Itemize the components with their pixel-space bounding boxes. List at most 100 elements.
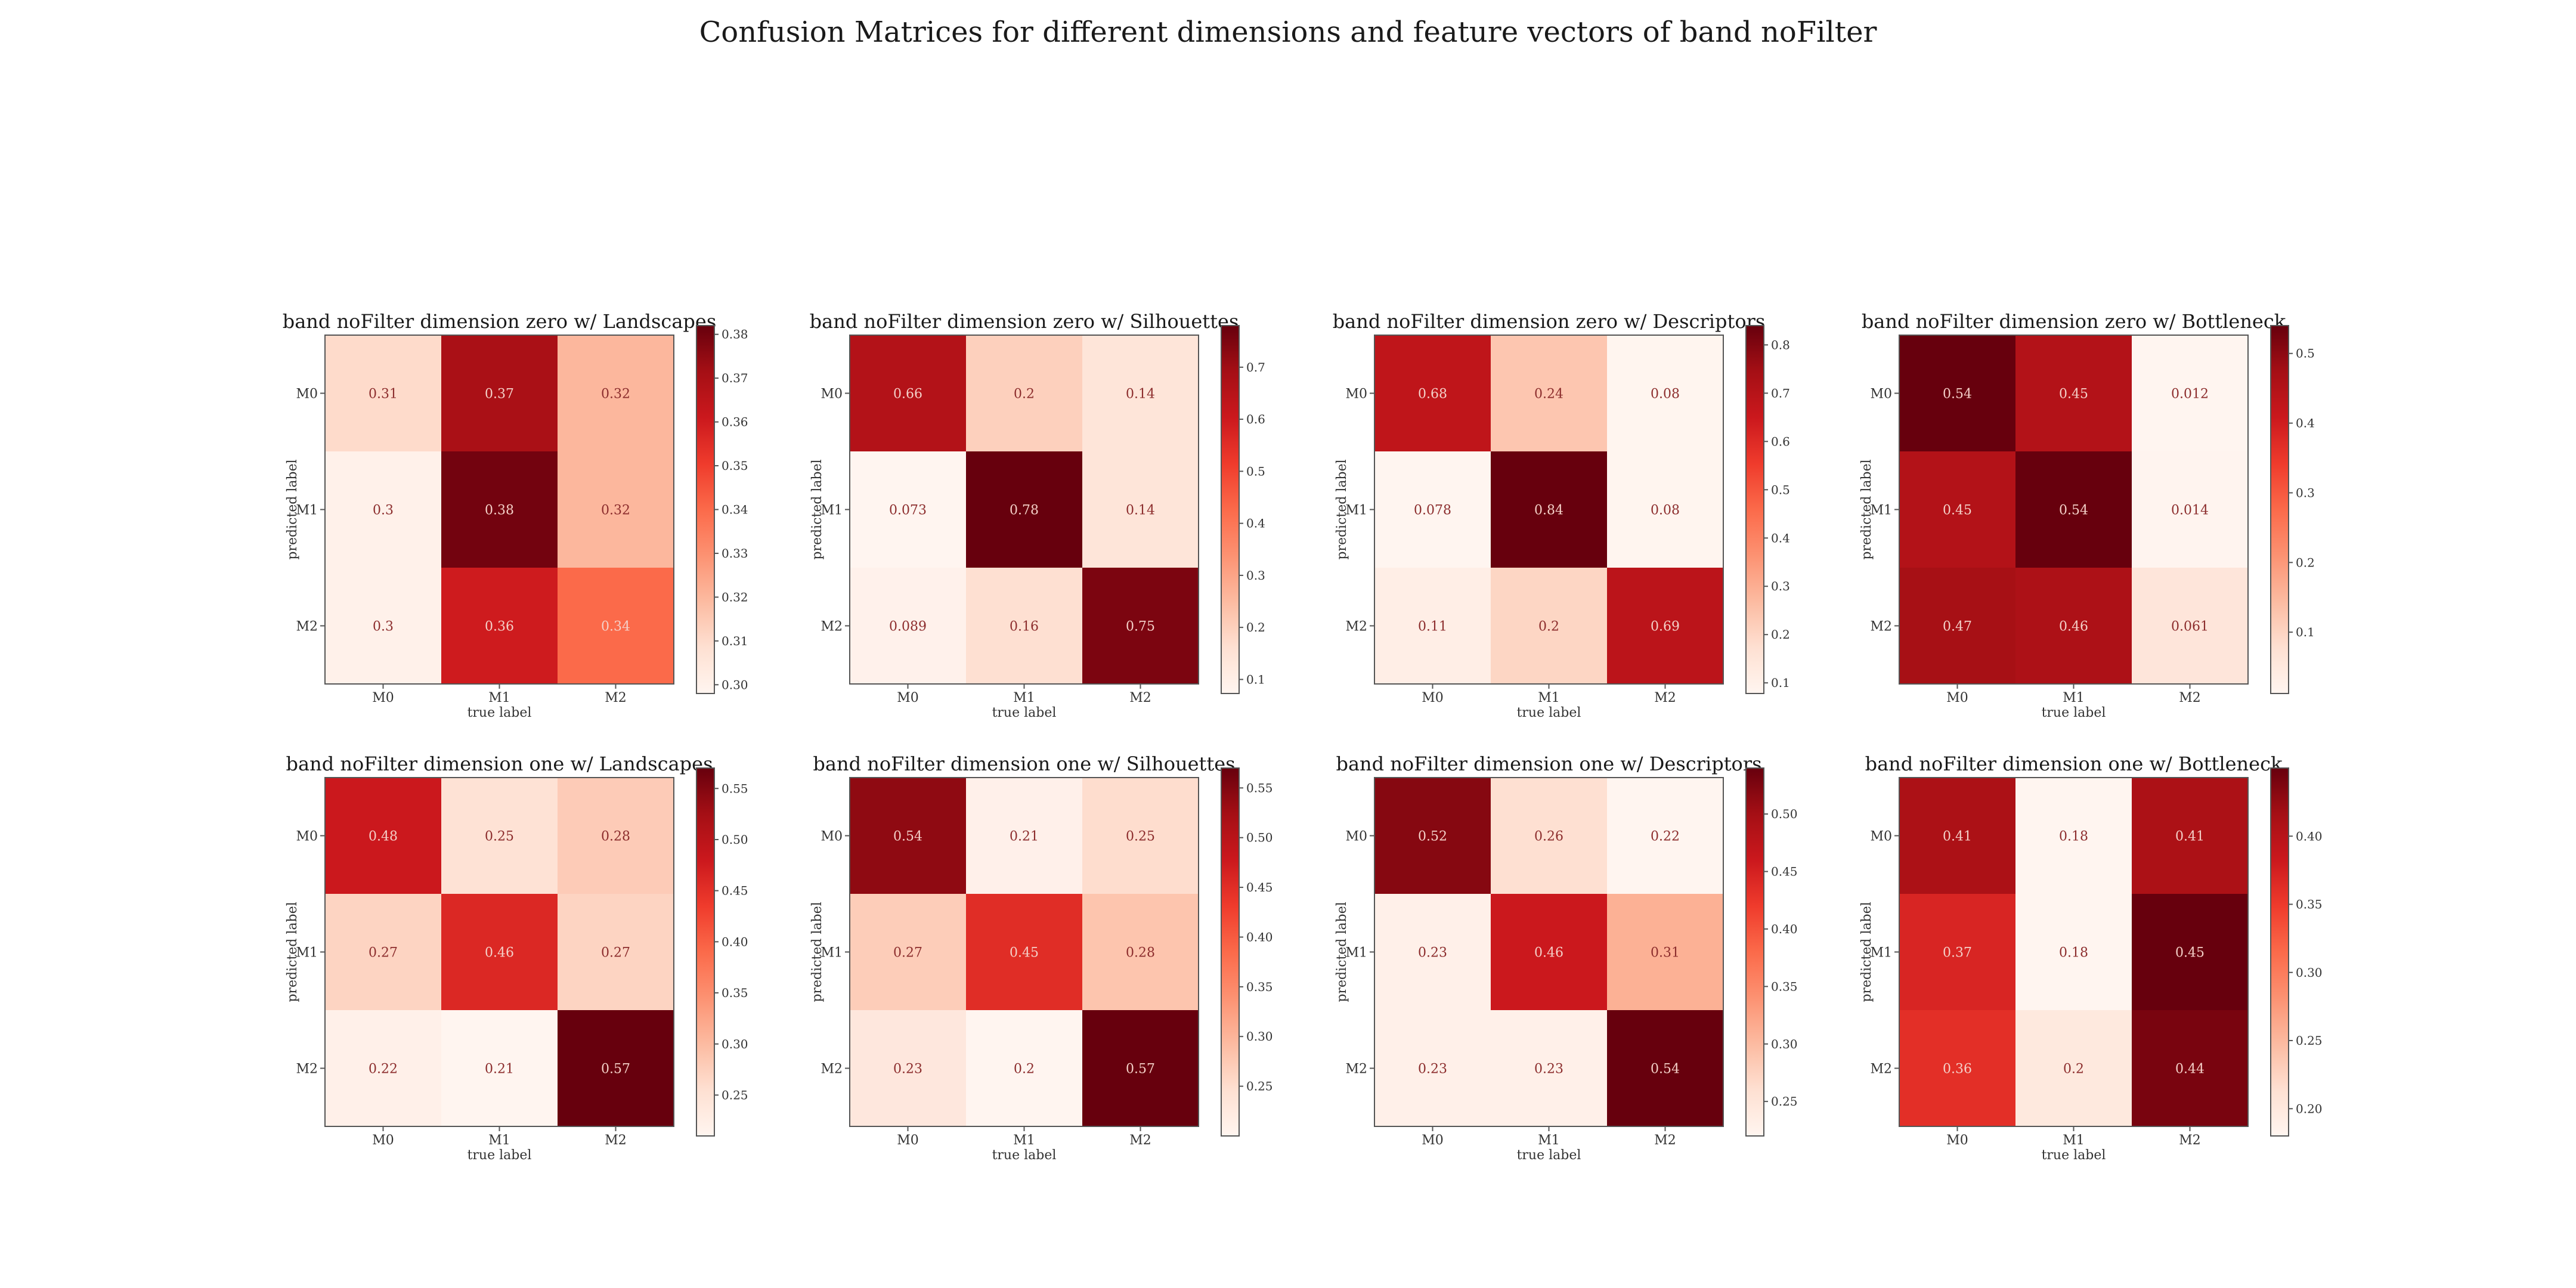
cell-value-label: 0.46 <box>1534 946 1563 961</box>
cell-value-label: 0.27 <box>601 946 630 961</box>
matrix-cell <box>558 778 674 894</box>
cell-value-label: 0.54 <box>1651 1062 1680 1077</box>
colorbar-tick-label: 0.33 <box>722 546 748 561</box>
matrix-cell <box>2015 451 2132 568</box>
cell-value-label: 0.08 <box>1651 387 1680 402</box>
colorbar-tick-label: 0.34 <box>722 503 748 517</box>
matrix-cell <box>1491 335 1608 452</box>
x-axis-label: true label <box>2042 1148 2106 1163</box>
cell-value-label: 0.073 <box>889 503 927 518</box>
matrix-cell <box>2015 335 2132 452</box>
cell-value-label: 0.24 <box>1534 387 1563 402</box>
cell-value-label: 0.23 <box>1534 1062 1563 1077</box>
colorbar-tick-label: 0.45 <box>1771 865 1798 879</box>
x-tick-label: M0 <box>372 1133 394 1148</box>
cell-value-label: 0.38 <box>485 503 514 518</box>
cell-value-label: 0.2 <box>1538 620 1559 634</box>
colorbar-tick-label: 0.40 <box>2296 829 2323 843</box>
cell-value-label: 0.23 <box>1418 1062 1447 1077</box>
cell-value-label: 0.36 <box>1943 1062 1972 1077</box>
x-tick-label: M1 <box>1013 691 1035 705</box>
cell-value-label: 0.23 <box>1418 946 1447 961</box>
matrix-cell <box>558 451 674 568</box>
matrix-cell <box>966 451 1083 568</box>
cell-value-label: 0.3 <box>373 620 394 634</box>
y-tick-label: M2 <box>1870 1062 1892 1077</box>
matrix-cell <box>850 894 967 1011</box>
matrix-cell <box>1491 568 1608 685</box>
cell-value-label: 0.2 <box>1014 387 1035 402</box>
matrix-cell <box>966 335 1083 452</box>
matrix-cell <box>1491 894 1608 1011</box>
cell-value-label: 0.47 <box>1943 620 1972 634</box>
matrix-cell <box>2015 568 2132 685</box>
cell-value-label: 0.27 <box>893 946 922 961</box>
matrix-cell <box>850 451 967 568</box>
y-tick-label: M2 <box>1345 1062 1367 1077</box>
cell-value-label: 0.21 <box>485 1062 514 1077</box>
x-tick-label: M2 <box>1129 1133 1151 1148</box>
subplot-title: band noFilter dimension zero w/ Silhouet… <box>810 310 1239 333</box>
colorbar-tick-label: 0.5 <box>1246 464 1265 478</box>
colorbar-tick-label: 0.35 <box>722 459 748 473</box>
colorbar <box>1221 767 1240 1137</box>
y-tick-label: M1 <box>821 503 843 518</box>
matrix-cell <box>2015 1010 2132 1127</box>
y-tick-label: M2 <box>821 620 843 634</box>
cell-value-label: 0.37 <box>1943 946 1972 961</box>
colorbar-tick-label: 0.40 <box>1246 930 1273 944</box>
cell-value-label: 0.45 <box>1010 946 1039 961</box>
colorbar-tick-label: 0.38 <box>722 327 748 342</box>
colorbar-tick-label: 0.25 <box>1246 1079 1273 1094</box>
cell-value-label: 0.32 <box>601 387 630 402</box>
matrix-cell <box>2132 778 2249 894</box>
y-tick-label: M2 <box>821 1062 843 1077</box>
x-axis-label: true label <box>467 705 532 720</box>
cell-value-label: 0.11 <box>1418 620 1447 634</box>
matrix-cell <box>966 778 1083 894</box>
confusion-matrix-8: band noFilter dimension one w/ Bottlenec… <box>1859 753 2323 1163</box>
matrix-cell <box>558 894 674 1011</box>
matrix-cell <box>1082 894 1199 1011</box>
x-tick-label: M2 <box>1129 691 1151 705</box>
matrix-cell <box>1607 568 1724 685</box>
matrix-cell <box>441 568 558 685</box>
matrix-cell <box>850 568 967 685</box>
colorbar-tick-label: 0.35 <box>722 986 748 1000</box>
matrix-cell <box>1491 778 1608 894</box>
y-axis-label: predicted label <box>1335 902 1349 1002</box>
matrix-cell <box>966 568 1083 685</box>
cell-value-label: 0.27 <box>369 946 398 961</box>
matrix-cell <box>1607 894 1724 1011</box>
x-tick-label: M1 <box>2063 691 2085 705</box>
matrix-cell <box>558 335 674 452</box>
cell-value-label: 0.52 <box>1418 829 1447 844</box>
cell-value-label: 0.14 <box>1126 503 1155 518</box>
x-tick-label: M2 <box>1654 691 1676 705</box>
cell-value-label: 0.21 <box>1010 829 1039 844</box>
matrix-cell <box>1607 451 1724 568</box>
cell-value-label: 0.16 <box>1010 620 1039 634</box>
confusion-matrix-5: band noFilter dimension one w/ Landscape… <box>285 753 748 1163</box>
matrix-cell <box>1491 1010 1608 1127</box>
colorbar-tick-label: 0.6 <box>1771 434 1790 448</box>
matrix-cell <box>558 1010 674 1127</box>
x-axis-label: true label <box>1517 705 1581 720</box>
cell-value-label: 0.32 <box>601 503 630 518</box>
colorbar-tick-label: 0.4 <box>1771 531 1790 545</box>
colorbar-tick-label: 0.25 <box>722 1088 748 1102</box>
confusion-matrix-3: band noFilter dimension zero w/ Descript… <box>1333 310 1790 720</box>
cell-value-label: 0.57 <box>601 1062 630 1077</box>
colorbar-tick-label: 0.30 <box>722 677 748 692</box>
matrix-cell <box>2015 778 2132 894</box>
matrix-cell <box>966 1010 1083 1127</box>
y-axis-label: predicted label <box>285 902 300 1002</box>
cell-value-label: 0.37 <box>485 387 514 402</box>
cell-value-label: 0.41 <box>2175 829 2205 844</box>
matrix-cell <box>1899 335 2016 452</box>
cell-value-label: 0.012 <box>2171 387 2209 402</box>
confusion-matrix-1: band noFilter dimension zero w/ Landscap… <box>283 310 748 720</box>
colorbar <box>2270 325 2289 694</box>
colorbar-tick-label: 0.2 <box>2296 555 2315 569</box>
colorbar-tick-label: 0.20 <box>2296 1101 2323 1116</box>
